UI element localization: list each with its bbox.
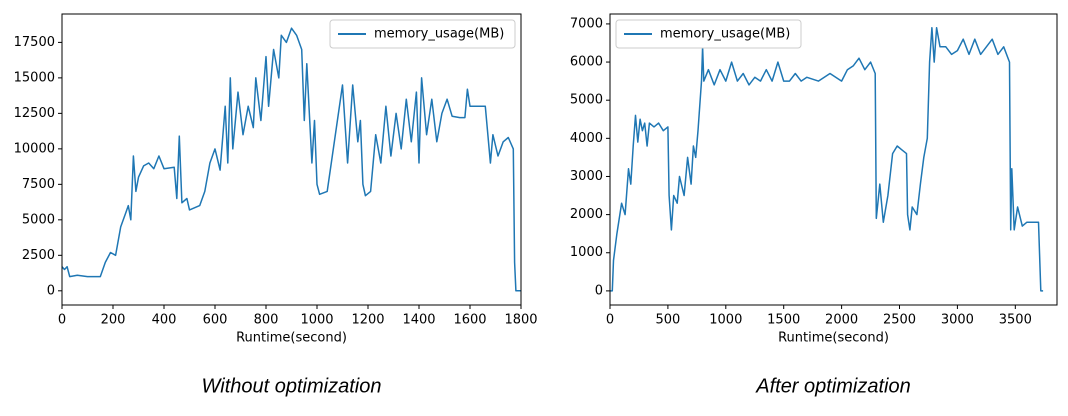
- y-tick-label: 5000: [570, 93, 603, 108]
- y-tick-label: 7500: [22, 177, 55, 192]
- y-tick-label: 0: [595, 283, 603, 298]
- caption: Without optimization: [202, 375, 382, 397]
- x-tick-label: 0: [606, 313, 614, 328]
- y-tick-label: 3000: [570, 169, 603, 184]
- y-tick-label: 10000: [14, 141, 55, 156]
- x-tick-label: 1500: [767, 313, 800, 328]
- y-tick-label: 2500: [22, 248, 55, 263]
- x-tick-label: 400: [152, 313, 177, 328]
- y-tick-label: 2000: [570, 207, 603, 222]
- x-tick-label: 2500: [883, 313, 916, 328]
- x-tick-label: 200: [101, 313, 126, 328]
- x-tick-label: 2000: [825, 313, 858, 328]
- x-axis-label: Runtime(second): [778, 331, 889, 346]
- x-tick-label: 1600: [453, 313, 486, 328]
- y-tick-label: 12500: [14, 106, 55, 121]
- y-tick-label: 5000: [22, 212, 55, 227]
- x-tick-label: 1400: [402, 313, 435, 328]
- y-tick-label: 15000: [14, 70, 55, 85]
- x-tick-label: 3500: [999, 313, 1032, 328]
- y-tick-label: 0: [47, 283, 55, 298]
- y-tick-label: 7000: [570, 16, 603, 31]
- x-tick-label: 0: [58, 313, 66, 328]
- line-series: [610, 26, 1044, 292]
- y-tick-label: 4000: [570, 131, 603, 146]
- x-tick-label: 1000: [300, 313, 333, 328]
- x-tick-label: 3000: [941, 313, 974, 328]
- x-tick-label: 500: [655, 313, 680, 328]
- caption: After optimization: [755, 375, 911, 397]
- x-axis-label: Runtime(second): [236, 331, 347, 346]
- legend-label: memory_usage(MB): [374, 27, 504, 42]
- x-tick-label: 800: [254, 313, 279, 328]
- y-tick-label: 1000: [570, 245, 603, 260]
- axes-frame: [609, 13, 1058, 306]
- line-series: [61, 27, 521, 292]
- legend-label: memory_usage(MB): [660, 27, 790, 42]
- x-tick-label: 1200: [351, 313, 384, 328]
- x-tick-label: 1800: [504, 313, 537, 328]
- y-tick-label: 6000: [570, 55, 603, 70]
- legend-box: [615, 19, 802, 49]
- x-tick-label: 600: [203, 313, 228, 328]
- axes-frame: [61, 13, 522, 306]
- y-tick-label: 17500: [14, 35, 55, 50]
- legend-box: [329, 19, 516, 49]
- x-tick-label: 1000: [709, 313, 742, 328]
